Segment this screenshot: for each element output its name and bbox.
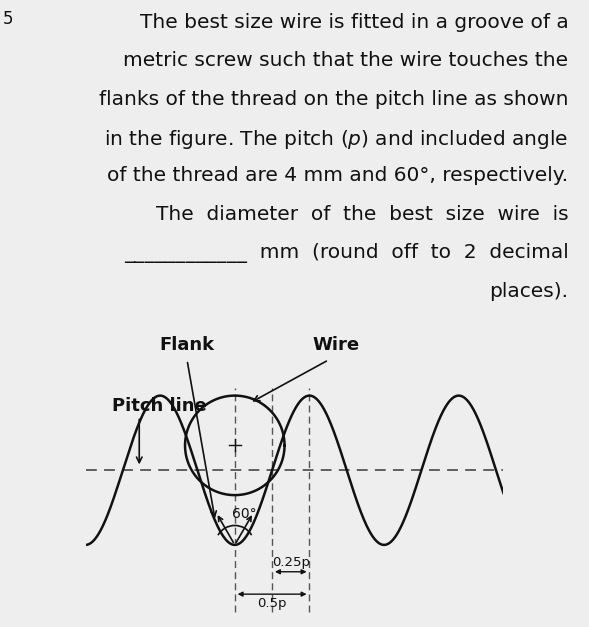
Text: in the figure. The pitch ($p$) and included angle: in the figure. The pitch ($p$) and inclu… — [104, 128, 568, 151]
Text: The  diameter  of  the  best  size  wire  is: The diameter of the best size wire is — [155, 205, 568, 224]
Text: 60°: 60° — [232, 507, 256, 521]
Text: places).: places). — [489, 282, 568, 300]
Text: metric screw such that the wire touches the: metric screw such that the wire touches … — [123, 51, 568, 70]
Text: Pitch line: Pitch line — [112, 397, 207, 415]
Text: 0.5p: 0.5p — [257, 597, 287, 610]
Text: 0.25p: 0.25p — [272, 556, 310, 569]
Text: flanks of the thread on the pitch line as shown: flanks of the thread on the pitch line a… — [99, 90, 568, 108]
Text: Wire: Wire — [313, 336, 360, 354]
Text: of the thread are 4 mm and 60°, respectively.: of the thread are 4 mm and 60°, respecti… — [107, 167, 568, 186]
Text: The best size wire is fitted in a groove of a: The best size wire is fitted in a groove… — [140, 13, 568, 32]
Text: Flank: Flank — [160, 336, 214, 354]
Text: ____________  mm  (round  off  to  2  decimal: ____________ mm (round off to 2 decimal — [124, 243, 568, 263]
Text: 5: 5 — [3, 10, 14, 28]
